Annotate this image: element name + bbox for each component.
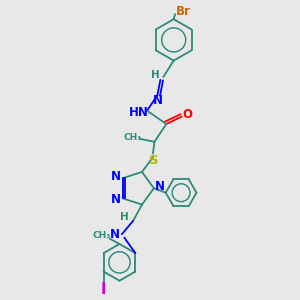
Text: N: N bbox=[111, 170, 121, 183]
Text: I: I bbox=[101, 282, 106, 297]
Text: CH₃: CH₃ bbox=[123, 133, 142, 142]
Text: S: S bbox=[149, 154, 158, 166]
Text: Br: Br bbox=[176, 5, 191, 18]
Text: H: H bbox=[151, 70, 159, 80]
Text: N: N bbox=[155, 180, 165, 193]
Text: CH₃: CH₃ bbox=[93, 231, 111, 240]
Text: N: N bbox=[111, 193, 121, 206]
Text: HN: HN bbox=[129, 106, 149, 119]
Text: O: O bbox=[183, 108, 193, 121]
Text: N: N bbox=[110, 228, 119, 241]
Text: H: H bbox=[120, 212, 129, 222]
Text: N: N bbox=[152, 94, 162, 107]
